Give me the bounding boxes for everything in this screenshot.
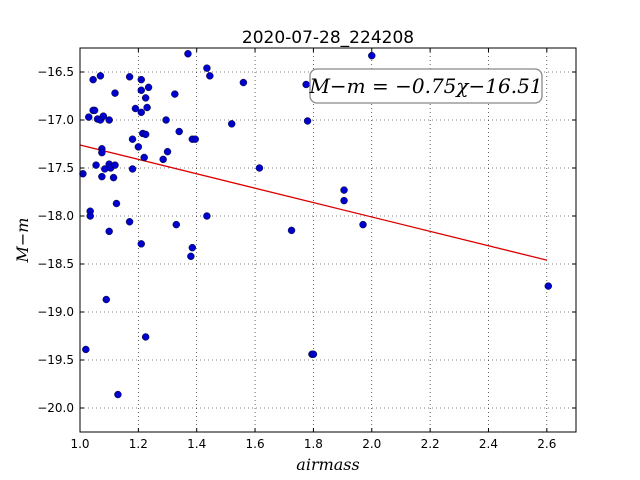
annotation-box	[309, 68, 543, 104]
x-tick-label: 1.8	[304, 437, 323, 451]
data-point	[98, 172, 106, 181]
y-tick-label: −18.0	[37, 209, 74, 223]
data-point	[175, 127, 183, 136]
x-tick-label: 2.2	[421, 437, 440, 451]
data-point	[184, 50, 192, 58]
y-tick-label: −16.5	[37, 65, 74, 79]
data-point	[303, 117, 312, 125]
x-tick-label: 1.6	[246, 437, 265, 451]
data-point	[92, 161, 100, 169]
data-point	[159, 155, 167, 164]
data-point	[162, 116, 170, 124]
data-point	[137, 108, 145, 117]
data-point	[141, 130, 150, 139]
grid	[79, 48, 576, 432]
data-point	[203, 212, 211, 220]
x-tick-label: 1.4	[187, 437, 206, 451]
data-point	[203, 64, 211, 72]
data-point	[188, 243, 197, 252]
y-tick-label: −19.0	[37, 305, 74, 319]
x-tick-labels: 1.0 1.2 1.4 1.6 1.8 2.0 2.2 2.4 2.6	[70, 437, 556, 451]
data-point	[137, 75, 145, 84]
plot-frame	[79, 47, 577, 433]
x-tick-label: 1.2	[129, 437, 148, 451]
data-point	[102, 295, 110, 304]
chart-title: 2020-07-28_224208	[242, 28, 414, 48]
data-point	[137, 240, 145, 248]
data-point	[144, 83, 153, 92]
plot-area	[80, 48, 576, 432]
data-point	[191, 135, 199, 143]
x-tick-label: 2.4	[479, 437, 498, 451]
data-point	[125, 73, 134, 81]
data-point	[134, 143, 143, 151]
data-point	[340, 186, 348, 194]
data-point	[125, 218, 134, 226]
data-point	[228, 120, 236, 128]
data-point	[114, 390, 122, 399]
axis-ticks	[79, 48, 576, 432]
data-point	[141, 94, 150, 102]
y-tick-label: −18.5	[37, 257, 74, 271]
data-point	[86, 212, 94, 220]
data-point	[187, 252, 195, 261]
data-point	[111, 89, 119, 97]
data-point	[239, 78, 248, 87]
data-point	[171, 90, 179, 98]
x-tick-label: 2.0	[362, 437, 381, 451]
data-point	[143, 103, 151, 112]
x-axis-label: airmass	[296, 455, 359, 474]
fit-equation-box: M−m = −0.75χ−16.51	[308, 68, 543, 104]
data-point	[82, 345, 90, 354]
y-tick-label: −19.5	[37, 353, 74, 367]
data-point	[137, 86, 145, 94]
y-axis-label: M−m	[13, 218, 32, 264]
data-point	[359, 220, 367, 229]
data-point	[105, 227, 113, 236]
data-point	[96, 72, 105, 80]
data-point	[544, 282, 552, 290]
data-point	[309, 350, 318, 358]
data-point	[111, 161, 119, 169]
data-point	[131, 104, 140, 113]
y-tick-labels: −16.5 −17.0 −17.5 −18.0 −18.5 −19.0 −19.5 −20.0	[37, 65, 74, 415]
data-point	[89, 75, 97, 84]
y-tick-label: −17.0	[37, 113, 74, 127]
x-tick-label: 1.0	[70, 437, 89, 451]
data-point	[128, 135, 137, 143]
data-point	[287, 226, 296, 235]
data-point	[206, 72, 214, 80]
data-point	[172, 220, 180, 229]
x-tick-label: 2.6	[537, 437, 556, 451]
data-point	[112, 199, 121, 208]
y-tick-label: −17.5	[37, 161, 74, 175]
data-point	[105, 116, 113, 124]
data-point	[140, 153, 148, 162]
data-point	[90, 106, 99, 115]
data-point	[85, 113, 93, 121]
data-points	[79, 50, 552, 399]
data-point	[98, 148, 106, 157]
y-tick-label: −20.0	[37, 401, 74, 415]
data-point	[368, 51, 376, 60]
fit-line	[79, 144, 547, 261]
fit-equation-text: M−m = −0.75χ−16.51	[308, 74, 542, 98]
data-point	[340, 196, 348, 205]
data-point	[99, 112, 108, 120]
data-point	[141, 333, 150, 341]
data-point	[255, 164, 264, 172]
data-point	[163, 147, 172, 156]
fit-line-group	[79, 144, 547, 261]
data-point	[128, 165, 137, 173]
data-point	[109, 173, 118, 182]
data-point	[79, 170, 87, 178]
